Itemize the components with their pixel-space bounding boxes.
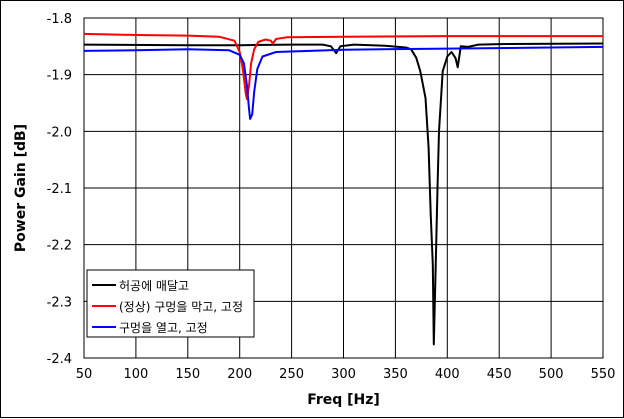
y-tick-label: -2.1 — [47, 182, 72, 197]
y-tick-label: -2.4 — [47, 352, 72, 367]
x-tick-label: 50 — [76, 367, 93, 382]
x-tick-label: 150 — [175, 367, 200, 382]
y-axis-title: Power Gain [dB] — [13, 124, 29, 252]
legend-box — [86, 269, 255, 338]
x-axis-title: Freq [Hz] — [307, 392, 380, 408]
y-tick-label: -2.0 — [47, 125, 72, 140]
series-line-3 — [83, 45, 604, 120]
y-tick-label: -2.2 — [47, 239, 72, 254]
x-tick-label: 550 — [591, 367, 616, 382]
plot-area-border — [83, 17, 604, 359]
x-tick-label: 450 — [487, 367, 512, 382]
legend-label-3: 구멍을 열고, 고정 — [119, 321, 208, 335]
x-tick-label: 500 — [539, 367, 564, 382]
legend-label-1: 허공에 매달고 — [119, 279, 189, 293]
x-tick-label: 100 — [123, 367, 148, 382]
x-tick-label: 400 — [435, 367, 460, 382]
legend-label-2: (정상) 구멍을 막고, 고정 — [119, 300, 243, 314]
x-tick-label: 200 — [227, 367, 252, 382]
series-line-1 — [83, 42, 604, 346]
x-tick-label: 350 — [383, 367, 408, 382]
series-line-2 — [83, 32, 603, 100]
x-tick-label: 300 — [331, 367, 356, 382]
x-tick-label: 250 — [279, 367, 304, 382]
y-tick-label: -2.3 — [47, 295, 72, 310]
y-tick-label: -1.8 — [47, 12, 72, 27]
y-tick-label: -1.9 — [47, 69, 72, 84]
